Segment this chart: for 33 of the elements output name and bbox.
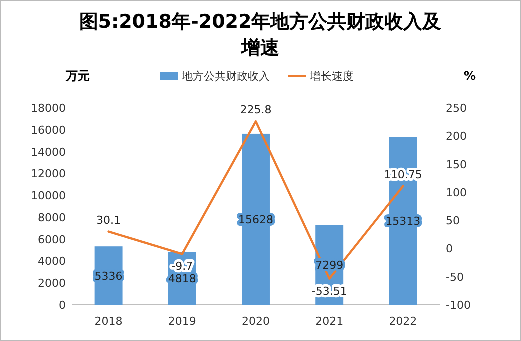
legend-label: 地方公共财政收入 (181, 70, 270, 83)
y-tick-label: 4000 (38, 255, 66, 268)
y2-tick-label: 50 (446, 214, 460, 228)
y-tick-label: 18000 (31, 102, 66, 115)
y2-tick-label: 200 (446, 130, 467, 144)
x-tick-label: 2021 (316, 315, 344, 328)
y2-tick-label: 0 (446, 242, 453, 256)
y-tick-label: 2000 (38, 277, 66, 290)
x-tick-label: 2019 (168, 315, 196, 328)
y2-axis-title: % (464, 69, 476, 83)
chart-title: 图5:2018年-2022年地方公共财政收入及增速 (79, 11, 442, 59)
y-tick-label: 6000 (38, 233, 66, 246)
x-tick-label: 2022 (389, 315, 418, 328)
y2-tick-label: -50 (446, 270, 464, 284)
data-label: 5336 (94, 270, 123, 283)
y2-tick-label: 100 (446, 186, 467, 200)
data-label: 4818 (168, 272, 196, 286)
y2-tick-label: -100 (446, 299, 471, 312)
y-axis-title: 万元 (65, 69, 90, 83)
data-label: 30.1 (96, 214, 122, 227)
y2-tick-label: 150 (446, 158, 467, 172)
y-tick-label: 12000 (31, 168, 66, 181)
data-label: -9.7 (172, 260, 194, 274)
legend-label: 增长速度 (309, 70, 354, 83)
y-tick-label: 8000 (38, 211, 66, 224)
data-label: 225.8 (240, 104, 272, 117)
y-tick-label: 10000 (31, 190, 66, 203)
y-tick-label: 0 (59, 299, 66, 312)
x-tick-label: 2018 (94, 315, 123, 328)
y-tick-label: 16000 (31, 124, 66, 137)
y2-tick-label: 250 (446, 102, 467, 115)
y-tick-label: 14000 (31, 146, 66, 159)
x-tick-label: 2020 (242, 315, 270, 328)
